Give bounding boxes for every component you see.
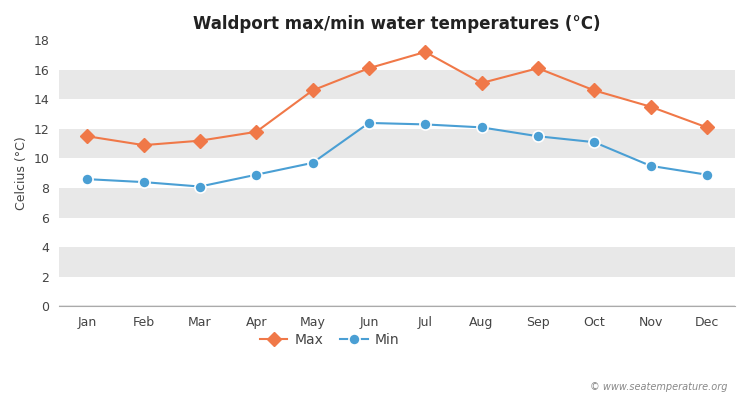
Min [533,134,542,139]
Line: Max: Max [82,47,712,150]
Max [364,66,374,71]
Bar [59,158,735,188]
Min [477,125,486,130]
Max [308,88,317,93]
Max [82,134,92,139]
Min [82,177,92,182]
Max [477,81,486,86]
Min [140,180,148,184]
Bar [59,277,735,306]
Min [421,122,430,127]
Line: Min: Min [82,117,712,192]
Min [196,184,205,189]
Max [252,130,261,134]
Min [252,172,261,177]
Max [590,88,598,93]
Min [364,120,374,125]
Bar [59,247,735,277]
Min [308,160,317,165]
Legend: Max, Min: Max, Min [254,328,405,353]
Min [702,172,711,177]
Max [421,50,430,54]
Text: © www.seatemperature.org: © www.seatemperature.org [590,382,728,392]
Y-axis label: Celcius (°C): Celcius (°C) [15,136,28,210]
Bar [59,129,735,158]
Max [196,138,205,143]
Min [590,140,598,144]
Max [533,66,542,71]
Min [646,164,655,168]
Max [646,104,655,109]
Bar [59,99,735,129]
Max [140,143,148,148]
Bar [59,70,735,99]
Bar [59,40,735,70]
Bar [59,218,735,247]
Title: Waldport max/min water temperatures (°C): Waldport max/min water temperatures (°C) [194,15,601,33]
Bar [59,188,735,218]
Max [702,125,711,130]
